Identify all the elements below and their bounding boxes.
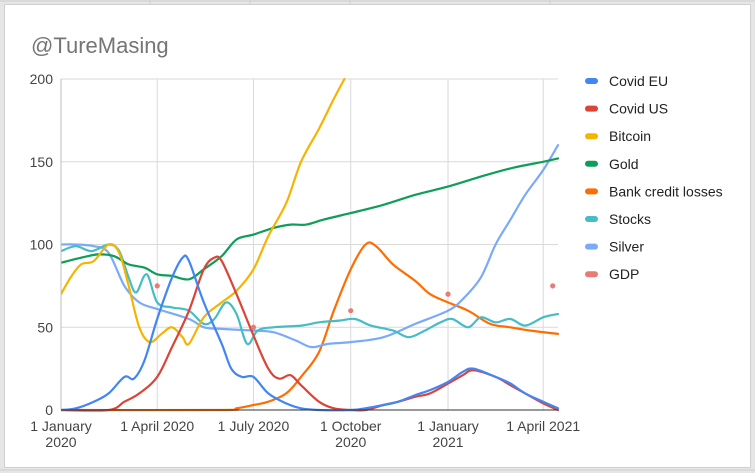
legend-item-covid-us[interactable]: Covid US xyxy=(585,101,668,117)
x-tick-label: 1 July 2020 xyxy=(218,418,290,434)
silver-line[interactable] xyxy=(61,144,560,349)
legend-swatch xyxy=(585,271,598,278)
legend-item-gdp[interactable]: GDP xyxy=(585,266,639,282)
legend-swatch xyxy=(585,105,598,112)
gdp-data-point[interactable] xyxy=(154,283,160,289)
legend-swatch xyxy=(585,243,598,250)
legend-label: Silver xyxy=(609,239,644,255)
covid-us-line[interactable] xyxy=(61,255,560,412)
legend-label: GDP xyxy=(609,266,639,282)
x-tick-label: 1 January xyxy=(417,418,478,434)
chart-card[interactable]: @TureMasing 0 50 100 150 200 1 January 2020 1 A… xyxy=(4,4,751,468)
y-tick-label: 100 xyxy=(30,237,54,253)
legend-item-bank-credit-losses[interactable]: Bank credit losses xyxy=(585,183,723,199)
y-tick-label: 0 xyxy=(45,402,53,418)
gdp-data-point[interactable] xyxy=(348,308,354,314)
x-tick-label: 1 October xyxy=(320,418,382,434)
bitcoin-line[interactable] xyxy=(61,77,346,346)
gdp-data-point[interactable] xyxy=(550,283,556,289)
legend-swatch xyxy=(585,78,598,84)
legend-swatch xyxy=(585,160,598,167)
legend-item-bitcoin[interactable]: Bitcoin xyxy=(585,128,651,144)
legend-label: Bitcoin xyxy=(609,128,651,144)
stocks-line[interactable] xyxy=(61,243,560,346)
legend-item-covid-eu[interactable]: Covid EU xyxy=(585,73,668,89)
series-lines xyxy=(61,77,560,412)
gridlines xyxy=(60,78,558,410)
legend-item-stocks[interactable]: Stocks xyxy=(585,211,651,227)
legend-swatch xyxy=(585,188,598,195)
x-tick-label: 2020 xyxy=(45,434,76,450)
x-tick-label: 1 April 2021 xyxy=(506,418,580,434)
legend-item-silver[interactable]: Silver xyxy=(585,239,644,255)
legend-swatch xyxy=(585,133,598,140)
gdp-data-point[interactable] xyxy=(445,291,451,297)
chart-title: @TureMasing xyxy=(31,33,169,58)
y-tick-label: 50 xyxy=(37,319,53,335)
x-tick-label: 2020 xyxy=(335,434,366,450)
x-tick-label: 2021 xyxy=(432,434,463,450)
legend-label: Gold xyxy=(609,156,639,172)
y-tick-label: 200 xyxy=(30,71,54,87)
gdp-data-point[interactable] xyxy=(250,324,257,330)
legend-label: Covid EU xyxy=(609,73,668,89)
legend-item-gold[interactable]: Gold xyxy=(585,156,639,172)
legend-swatch xyxy=(585,216,598,222)
legend-label: Covid US xyxy=(609,101,668,117)
y-tick-label: 150 xyxy=(30,154,54,170)
covid-eu-line[interactable] xyxy=(61,254,560,412)
legend-label: Bank credit losses xyxy=(609,183,723,199)
gold-line[interactable] xyxy=(61,157,560,281)
x-tick-label: 1 January xyxy=(30,418,91,434)
x-tick-label: 1 April 2020 xyxy=(120,418,194,434)
legend: Covid EU Covid US Bitcoin Gold Bank credit l… xyxy=(585,73,723,282)
bank-credit-losses-line[interactable] xyxy=(61,241,560,412)
legend-label: Stocks xyxy=(609,211,651,227)
